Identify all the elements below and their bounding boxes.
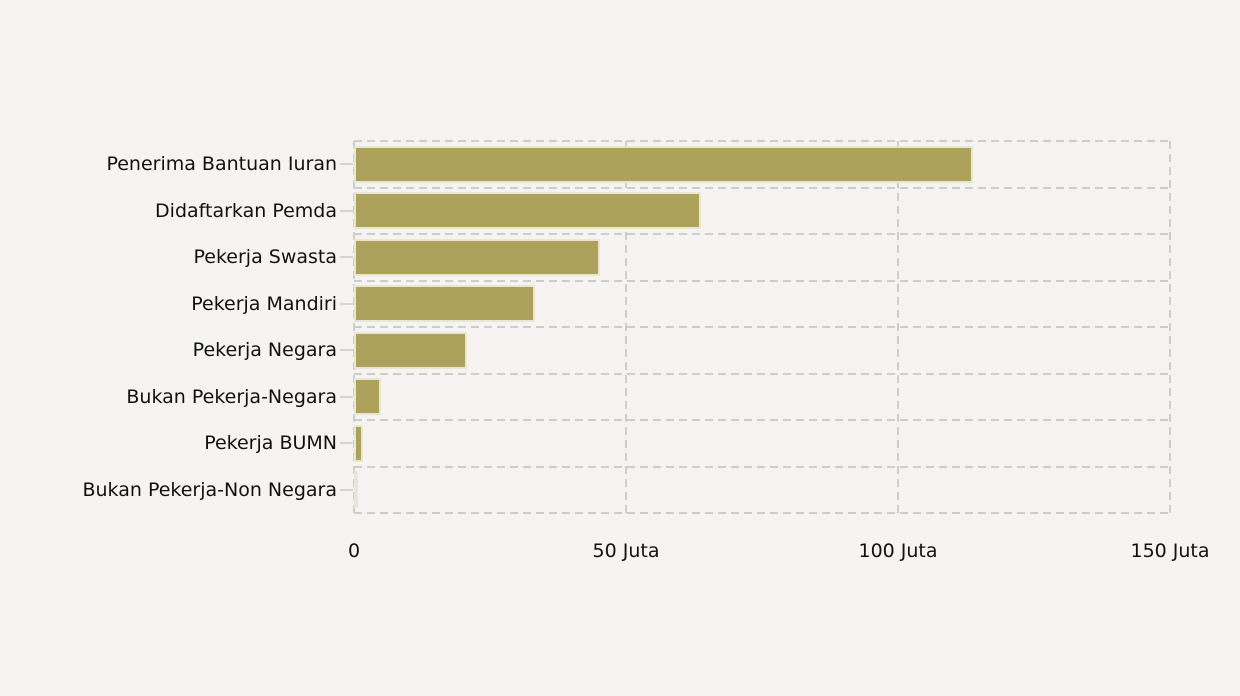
- bar: [354, 378, 381, 415]
- bar: [354, 146, 973, 183]
- bar: [354, 332, 467, 369]
- gridline-horizontal: [354, 419, 1170, 421]
- gridline-horizontal: [354, 326, 1170, 328]
- bar: [354, 239, 600, 276]
- gridline-horizontal: [354, 512, 1170, 514]
- plot-area: [353, 140, 1171, 514]
- y-axis-label: Penerima Bantuan Iuran: [106, 153, 337, 175]
- y-axis-tick: [340, 210, 353, 212]
- gridline-horizontal: [354, 466, 1170, 468]
- y-axis-label: Bukan Pekerja-Non Negara: [82, 479, 337, 501]
- gridline-vertical: [897, 141, 899, 513]
- gridline-vertical: [353, 141, 355, 513]
- bar: [354, 425, 363, 462]
- y-axis-tick: [340, 442, 353, 444]
- x-axis-label: 0: [347, 540, 361, 562]
- bar: [354, 192, 701, 229]
- bar: [354, 471, 358, 508]
- y-axis-label: Pekerja Swasta: [193, 246, 338, 268]
- gridline-horizontal: [354, 187, 1170, 189]
- y-axis-tick: [340, 256, 353, 258]
- gridline-horizontal: [354, 140, 1170, 142]
- y-axis-label: Didaftarkan Pemda: [155, 200, 337, 222]
- y-axis-tick: [340, 349, 353, 351]
- y-axis-label: Pekerja BUMN: [204, 432, 337, 454]
- x-axis-label: 150 Juta: [1130, 540, 1210, 562]
- y-axis-label: Bukan Pekerja-Negara: [126, 386, 337, 408]
- x-axis-label: 50 Juta: [592, 540, 660, 562]
- y-axis-tick: [340, 163, 353, 165]
- bar: [354, 285, 535, 322]
- gridline-horizontal: [354, 280, 1170, 282]
- gridline-horizontal: [354, 233, 1170, 235]
- gridline-horizontal: [354, 373, 1170, 375]
- y-axis-tick: [340, 489, 353, 491]
- gridline-vertical: [625, 141, 627, 513]
- y-axis-tick: [340, 303, 353, 305]
- y-axis-label: Pekerja Negara: [192, 339, 337, 361]
- y-axis-tick: [340, 396, 353, 398]
- y-axis-label: Pekerja Mandiri: [191, 293, 337, 315]
- gridline-vertical: [1169, 141, 1171, 513]
- x-axis-label: 100 Juta: [858, 540, 938, 562]
